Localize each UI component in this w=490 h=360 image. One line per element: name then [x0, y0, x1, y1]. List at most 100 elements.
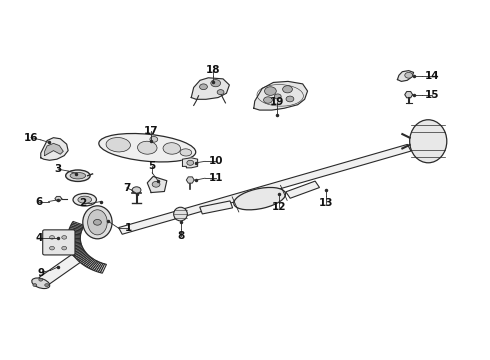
Polygon shape [83, 258, 94, 266]
Circle shape [62, 235, 67, 239]
Ellipse shape [173, 207, 187, 221]
Polygon shape [69, 228, 82, 231]
Text: 7: 7 [123, 183, 130, 193]
Circle shape [217, 90, 224, 95]
Circle shape [283, 86, 293, 93]
Polygon shape [182, 158, 197, 168]
Circle shape [49, 246, 54, 250]
Ellipse shape [180, 149, 192, 156]
Text: 11: 11 [208, 173, 223, 183]
Polygon shape [397, 71, 414, 81]
Polygon shape [70, 246, 82, 250]
Polygon shape [70, 226, 82, 230]
Polygon shape [71, 224, 83, 229]
Text: 10: 10 [208, 156, 223, 166]
Polygon shape [68, 234, 81, 236]
Text: 13: 13 [318, 198, 333, 208]
Circle shape [187, 160, 194, 165]
Polygon shape [68, 238, 80, 240]
Polygon shape [95, 262, 102, 271]
Ellipse shape [106, 138, 130, 152]
Polygon shape [68, 241, 81, 243]
Ellipse shape [83, 206, 112, 239]
Polygon shape [45, 143, 63, 156]
Text: 4: 4 [35, 233, 43, 243]
Polygon shape [405, 91, 413, 98]
Polygon shape [68, 235, 80, 237]
Ellipse shape [410, 120, 447, 163]
Polygon shape [72, 249, 84, 255]
Polygon shape [71, 248, 84, 253]
Polygon shape [69, 244, 82, 248]
Polygon shape [68, 232, 81, 235]
Polygon shape [71, 247, 83, 251]
Ellipse shape [73, 193, 97, 206]
Ellipse shape [70, 172, 86, 179]
Text: 9: 9 [37, 267, 44, 278]
Text: 3: 3 [55, 164, 62, 174]
Ellipse shape [66, 170, 90, 181]
Polygon shape [69, 229, 81, 233]
Polygon shape [91, 261, 99, 270]
Ellipse shape [138, 141, 157, 154]
Polygon shape [89, 260, 98, 269]
Text: 19: 19 [270, 97, 284, 107]
Polygon shape [69, 243, 81, 247]
Polygon shape [75, 252, 87, 258]
Polygon shape [68, 237, 80, 239]
Polygon shape [93, 262, 100, 271]
Polygon shape [200, 201, 233, 214]
Text: 15: 15 [424, 90, 439, 100]
Circle shape [132, 187, 141, 193]
Text: 8: 8 [177, 231, 184, 240]
Polygon shape [68, 231, 81, 234]
Polygon shape [74, 251, 86, 257]
Polygon shape [191, 78, 229, 99]
Circle shape [265, 87, 276, 95]
Circle shape [264, 97, 272, 103]
Circle shape [152, 181, 160, 187]
Polygon shape [147, 176, 167, 193]
Text: 1: 1 [125, 224, 132, 233]
Circle shape [45, 284, 49, 287]
Ellipse shape [88, 210, 107, 235]
Polygon shape [55, 197, 62, 201]
Polygon shape [68, 242, 81, 245]
Circle shape [211, 80, 220, 87]
Circle shape [199, 84, 207, 90]
Polygon shape [254, 81, 308, 110]
Polygon shape [41, 138, 68, 160]
Text: 6: 6 [35, 197, 43, 207]
Text: 16: 16 [24, 133, 38, 143]
Polygon shape [79, 255, 90, 262]
Polygon shape [97, 263, 103, 272]
Text: 17: 17 [144, 126, 158, 135]
Circle shape [94, 220, 101, 225]
Circle shape [286, 96, 294, 102]
Circle shape [274, 94, 281, 99]
Polygon shape [82, 257, 92, 265]
Polygon shape [68, 240, 80, 242]
Polygon shape [72, 221, 84, 227]
Polygon shape [87, 260, 96, 268]
Circle shape [33, 284, 37, 287]
Ellipse shape [234, 188, 286, 210]
Ellipse shape [99, 134, 196, 162]
Polygon shape [186, 177, 194, 183]
Ellipse shape [163, 143, 181, 154]
Polygon shape [77, 255, 89, 261]
Polygon shape [80, 256, 91, 264]
Circle shape [405, 72, 413, 78]
Polygon shape [76, 253, 88, 260]
Polygon shape [119, 144, 411, 234]
Text: 14: 14 [424, 71, 439, 81]
Text: 2: 2 [79, 198, 86, 208]
Text: 18: 18 [206, 64, 220, 75]
Polygon shape [100, 264, 106, 273]
Ellipse shape [78, 196, 92, 203]
Circle shape [39, 278, 43, 281]
FancyBboxPatch shape [43, 230, 75, 255]
Circle shape [150, 136, 158, 142]
Text: 12: 12 [272, 202, 287, 212]
Circle shape [62, 246, 67, 250]
